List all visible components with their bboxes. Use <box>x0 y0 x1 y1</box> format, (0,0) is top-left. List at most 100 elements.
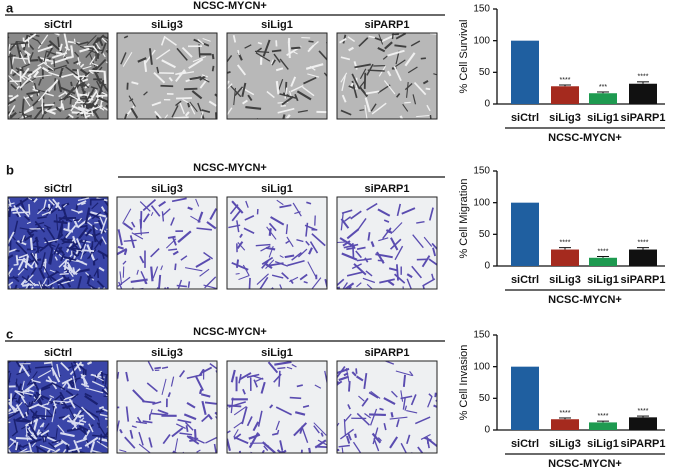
cell <box>63 256 77 261</box>
cell <box>167 392 171 398</box>
x-axis-label: NCSC-MYCN+ <box>548 132 622 144</box>
cell <box>206 221 217 230</box>
cell <box>62 448 67 453</box>
cell <box>402 103 409 112</box>
cell <box>48 247 54 264</box>
micrograph <box>226 196 328 290</box>
cell <box>198 368 205 377</box>
cell <box>356 412 371 426</box>
cell <box>70 81 73 87</box>
cell <box>137 57 147 63</box>
cell <box>356 246 366 251</box>
cell <box>420 433 431 440</box>
cell <box>39 422 45 428</box>
y-tick-label: 100 <box>473 197 490 208</box>
cell <box>77 197 90 202</box>
cell <box>33 395 39 403</box>
micrograph <box>7 196 109 290</box>
cell <box>82 65 92 70</box>
cell <box>72 217 79 228</box>
cell <box>129 98 134 102</box>
cell <box>8 254 14 260</box>
cell <box>89 285 93 289</box>
cell <box>400 395 413 400</box>
cell <box>79 224 88 228</box>
cell <box>175 71 187 76</box>
cell <box>296 239 304 243</box>
cell <box>40 429 50 437</box>
y-tick-label: 150 <box>473 330 490 341</box>
bar <box>629 417 657 430</box>
cell <box>123 239 137 242</box>
bar <box>511 366 539 430</box>
cell <box>37 216 47 220</box>
cell <box>15 255 19 266</box>
cell <box>237 242 246 251</box>
cell <box>83 407 99 419</box>
cell <box>8 409 19 415</box>
cell <box>155 49 171 60</box>
cell <box>340 72 348 83</box>
cell <box>89 441 96 453</box>
cell <box>353 263 367 276</box>
cell <box>281 95 294 106</box>
cell <box>143 60 148 72</box>
cell <box>208 100 217 107</box>
cell <box>305 63 324 70</box>
cell <box>348 381 351 392</box>
x-tick-label: siLig1 <box>587 274 619 286</box>
cell <box>264 262 273 270</box>
cell <box>39 239 54 252</box>
cell <box>396 92 401 98</box>
cell <box>174 263 177 271</box>
cell <box>171 197 187 203</box>
cell <box>48 117 52 119</box>
cell <box>78 226 89 240</box>
cell <box>320 432 324 437</box>
significance: **** <box>598 413 609 420</box>
cell <box>253 379 258 388</box>
cell <box>84 436 99 447</box>
cell <box>184 111 190 117</box>
micrograph-bg <box>227 197 327 289</box>
cell <box>152 401 162 405</box>
cell <box>102 408 108 413</box>
cell <box>242 388 246 395</box>
y-axis-label: % Cell Migration <box>458 178 470 258</box>
cell <box>124 436 136 449</box>
cell <box>24 274 34 284</box>
cell <box>426 104 431 112</box>
cell <box>99 413 108 418</box>
cell <box>71 240 82 254</box>
cell <box>20 452 23 453</box>
cell <box>279 440 284 451</box>
image-label: siCtrl <box>44 183 72 195</box>
cell <box>79 428 88 436</box>
cell <box>289 279 294 285</box>
bar <box>511 202 539 266</box>
cell <box>15 378 18 387</box>
cell <box>412 94 417 105</box>
cell <box>167 235 176 239</box>
cell <box>353 61 358 70</box>
cell <box>49 253 54 265</box>
cell <box>278 79 284 91</box>
cell <box>52 400 58 409</box>
cell <box>41 382 53 390</box>
cell <box>326 49 327 52</box>
cell <box>57 424 65 434</box>
cell <box>26 258 42 264</box>
cell <box>365 90 380 95</box>
cell <box>69 94 85 104</box>
cell <box>28 204 31 215</box>
cell <box>77 276 83 289</box>
cell <box>294 411 306 416</box>
micrograph-content <box>117 33 217 119</box>
cell <box>241 99 248 105</box>
cell <box>428 393 433 398</box>
cell <box>156 66 160 74</box>
cell <box>302 404 310 408</box>
cell <box>278 370 281 387</box>
cell <box>94 111 100 119</box>
cell <box>131 232 144 240</box>
